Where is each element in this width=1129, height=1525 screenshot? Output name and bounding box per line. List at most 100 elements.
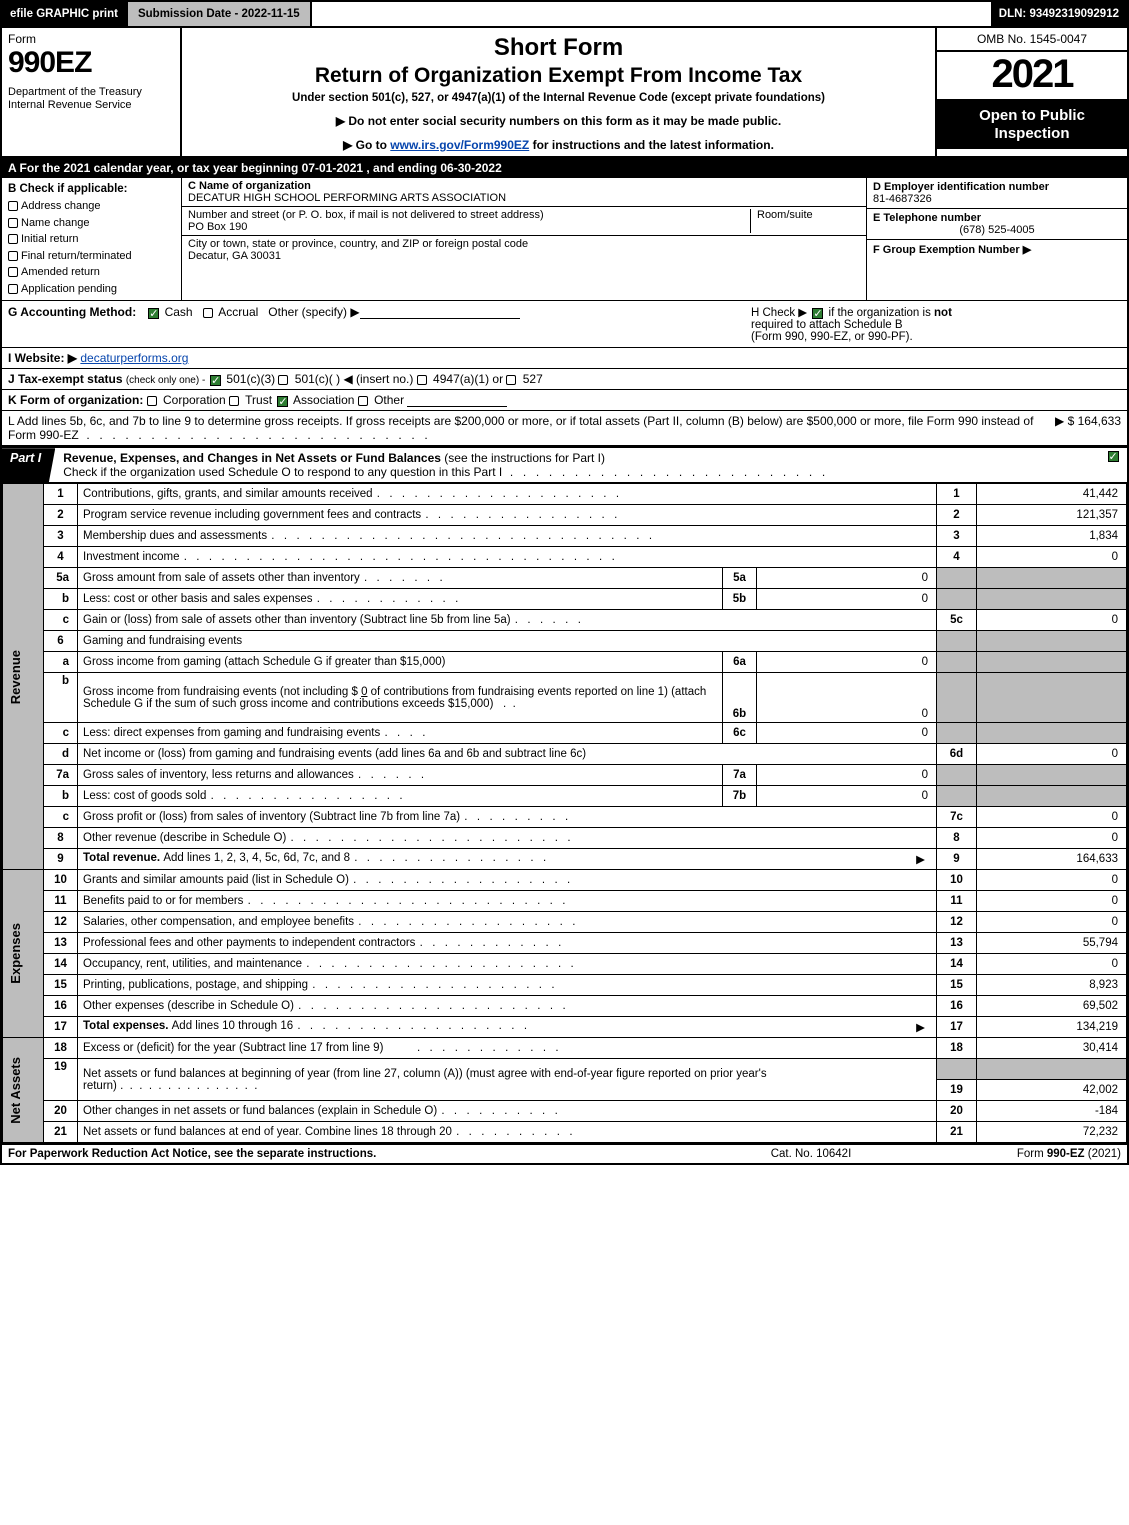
ln-numcol: 21: [937, 1122, 977, 1143]
ln-numcol: 16: [937, 996, 977, 1017]
ln-desc: Other revenue (describe in Schedule O) .…: [78, 828, 937, 849]
ln-desc: Less: cost of goods sold . . . . . . . .…: [78, 786, 723, 807]
ln-amount: 0: [977, 807, 1127, 828]
ln-amount: 69,502: [977, 996, 1127, 1017]
ln-desc: Total revenue. Add lines 1, 2, 3, 4, 5c,…: [78, 849, 937, 870]
ln-desc: Net assets or fund balances at beginning…: [78, 1059, 937, 1101]
ln-num: 18: [44, 1038, 78, 1059]
header-mid: Short Form Return of Organization Exempt…: [182, 28, 937, 156]
chk-h[interactable]: [812, 308, 823, 319]
chk-final-return[interactable]: Final return/terminated: [8, 248, 175, 265]
ln-numcol: 15: [937, 975, 977, 996]
l-value: 164,633: [1078, 414, 1121, 428]
line-5a: 5a Gross amount from sale of assets othe…: [3, 568, 1127, 589]
k-o2: Trust: [242, 393, 275, 407]
chk-application-pending[interactable]: Application pending: [8, 281, 175, 298]
ln-amount: 42,002: [977, 1080, 1127, 1101]
sub-value: 0: [757, 652, 937, 673]
ln-desc: Other expenses (describe in Schedule O) …: [78, 996, 937, 1017]
chk-name-change[interactable]: Name change: [8, 215, 175, 232]
ein-value: 81-4687326: [873, 193, 932, 205]
chk-527[interactable]: [506, 375, 516, 385]
h-line2: required to attach Schedule B: [751, 319, 903, 331]
line-6: 6 Gaming and fundraising events: [3, 631, 1127, 652]
ln-numcol: 6d: [937, 744, 977, 765]
line-6d: d Net income or (loss) from gaming and f…: [3, 744, 1127, 765]
ln-num: 2: [44, 505, 78, 526]
grey-cell: [977, 673, 1127, 723]
line-2: 2 Program service revenue including gove…: [3, 505, 1127, 526]
grey-cell: [937, 589, 977, 610]
ln-num: 20: [44, 1101, 78, 1122]
website-link[interactable]: decaturperforms.org: [80, 351, 188, 365]
k-o4: Other: [371, 393, 408, 407]
chk-corp[interactable]: [147, 396, 157, 406]
ln-desc: Professional fees and other payments to …: [78, 933, 937, 954]
chk-cash[interactable]: [148, 308, 159, 319]
line-1: Revenue 1 Contributions, gifts, grants, …: [3, 484, 1127, 505]
other-org-field[interactable]: [407, 406, 507, 407]
ln-desc: Total expenses. Add lines 10 through 16 …: [78, 1017, 937, 1038]
k-o3: Association: [290, 393, 357, 407]
chk-501c3[interactable]: [210, 375, 221, 386]
ln-amount: 121,357: [977, 505, 1127, 526]
grey-cell: [977, 568, 1127, 589]
ln-desc: Gain or (loss) from sale of assets other…: [78, 610, 937, 631]
ln-amount: 0: [977, 891, 1127, 912]
ln-num: 11: [44, 891, 78, 912]
chk-assoc[interactable]: [277, 396, 288, 407]
line-7b: b Less: cost of goods sold . . . . . . .…: [3, 786, 1127, 807]
sub-value: 0: [757, 673, 937, 723]
grey-cell: [937, 786, 977, 807]
h-pre: H Check ▶: [751, 307, 810, 319]
line-16: 16 Other expenses (describe in Schedule …: [3, 996, 1127, 1017]
checkbox-icon: [8, 284, 18, 294]
room-label: Room/suite: [757, 209, 813, 221]
chk-initial-return[interactable]: Initial return: [8, 231, 175, 248]
irs-link[interactable]: www.irs.gov/Form990EZ: [390, 138, 529, 152]
ln-numcol: 18: [937, 1038, 977, 1059]
chk-amended-return[interactable]: Amended return: [8, 264, 175, 281]
title-return: Return of Organization Exempt From Incom…: [190, 64, 927, 88]
grey-cell: [937, 631, 977, 652]
grey-cell: [937, 1059, 977, 1080]
chk-trust[interactable]: [229, 396, 239, 406]
checkbox-icon: [1108, 451, 1119, 462]
chk-501c[interactable]: [278, 375, 288, 385]
other-specify-field[interactable]: [360, 318, 520, 319]
ln-numcol: 3: [937, 526, 977, 547]
ln-numcol: 10: [937, 870, 977, 891]
h-line3: (Form 990, 990-EZ, or 990-PF).: [751, 331, 913, 343]
chk-address-change[interactable]: Address change: [8, 198, 175, 215]
chk-other-org[interactable]: [358, 396, 368, 406]
ln-num: b: [44, 589, 78, 610]
line-6c: c Less: direct expenses from gaming and …: [3, 723, 1127, 744]
j-o2: 501(c)( ) ◀ (insert no.): [291, 372, 416, 386]
financial-table: Revenue 1 Contributions, gifts, grants, …: [2, 483, 1127, 1143]
grey-cell: [937, 765, 977, 786]
footer-right: Form 990-EZ (2021): [921, 1148, 1121, 1160]
grey-cell: [977, 786, 1127, 807]
ln-desc: Excess or (deficit) for the year (Subtra…: [78, 1038, 937, 1059]
ln-desc: Salaries, other compensation, and employ…: [78, 912, 937, 933]
chk-accrual[interactable]: [203, 308, 213, 318]
arrow-icon: ▶: [910, 852, 931, 866]
efile-print-button[interactable]: efile GRAPHIC print: [2, 2, 126, 26]
line-5b: b Less: cost or other basis and sales ex…: [3, 589, 1127, 610]
chk-4947[interactable]: [417, 375, 427, 385]
grey-cell: [937, 652, 977, 673]
cash-label: Cash: [165, 305, 193, 319]
ln-numcol: 19: [937, 1080, 977, 1101]
ln-numcol: 2: [937, 505, 977, 526]
part1-check[interactable]: [1099, 448, 1127, 482]
bullet-goto-pre: ▶ Go to: [343, 138, 390, 152]
ln-amount: 30,414: [977, 1038, 1127, 1059]
ln-desc: Gross income from fundraising events (no…: [78, 673, 723, 723]
ln-amount: 41,442: [977, 484, 1127, 505]
bullet-goto-post: for instructions and the latest informat…: [529, 138, 774, 152]
ln-num: 6: [44, 631, 78, 652]
form-word: Form: [8, 32, 174, 46]
grey-cell: [977, 589, 1127, 610]
row-j-tax-exempt: J Tax-exempt status (check only one) - 5…: [2, 369, 1127, 390]
department-label: Department of the Treasury Internal Reve…: [8, 86, 174, 112]
